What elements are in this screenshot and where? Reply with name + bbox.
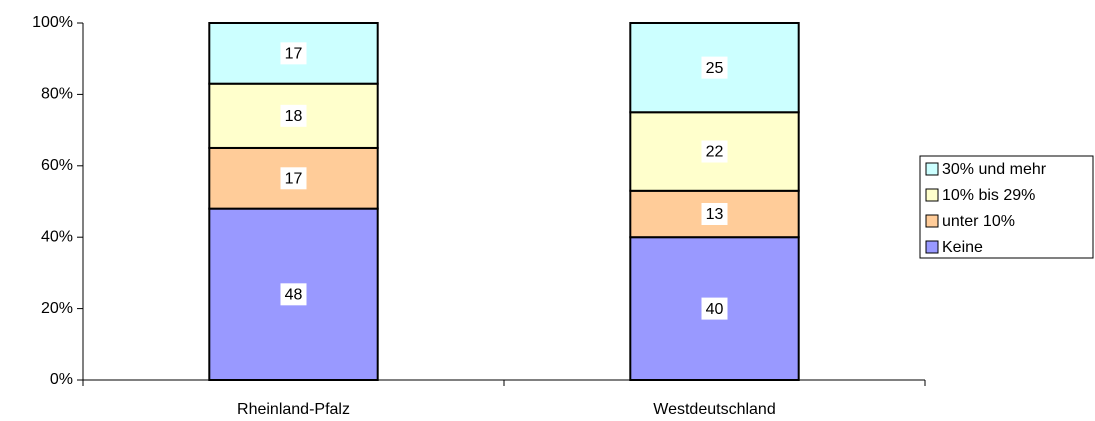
- legend-swatch: [925, 162, 939, 176]
- legend-label: unter 10%: [942, 213, 1015, 230]
- data-label: 18: [285, 108, 303, 125]
- y-tick-label: 80%: [41, 86, 73, 103]
- data-label: 13: [706, 206, 724, 223]
- data-label: 48: [285, 287, 303, 304]
- data-label: 17: [285, 46, 303, 63]
- data-label-bg: [280, 283, 307, 306]
- legend-label: 10% bis 29%: [942, 187, 1035, 204]
- data-label-bg: [701, 140, 728, 163]
- data-label-bg: [701, 202, 728, 225]
- legend-box: [919, 155, 1094, 259]
- data-label-bg: [280, 104, 307, 127]
- x-tick-label: Westdeutschland: [653, 401, 775, 418]
- legend-swatch: [925, 188, 939, 202]
- legend-label: Keine: [942, 239, 983, 256]
- data-label: 22: [706, 144, 724, 161]
- x-tick-label: Rheinland-Pfalz: [237, 401, 350, 418]
- legend-label: 30% und mehr: [942, 161, 1047, 178]
- y-tick-label: 40%: [41, 228, 73, 245]
- y-tick-label: 60%: [41, 157, 73, 174]
- data-label-bg: [701, 56, 728, 79]
- data-label: 25: [706, 60, 724, 77]
- data-label-bg: [280, 42, 307, 65]
- data-label-bg: [280, 167, 307, 190]
- y-tick-label: 100%: [32, 14, 73, 31]
- data-label: 17: [285, 171, 303, 188]
- legend-swatch: [925, 240, 939, 254]
- y-tick-label: 20%: [41, 300, 73, 317]
- y-tick-label: 0%: [50, 371, 73, 388]
- data-label-bg: [701, 297, 728, 320]
- data-label: 40: [706, 301, 724, 318]
- legend-swatch: [925, 214, 939, 228]
